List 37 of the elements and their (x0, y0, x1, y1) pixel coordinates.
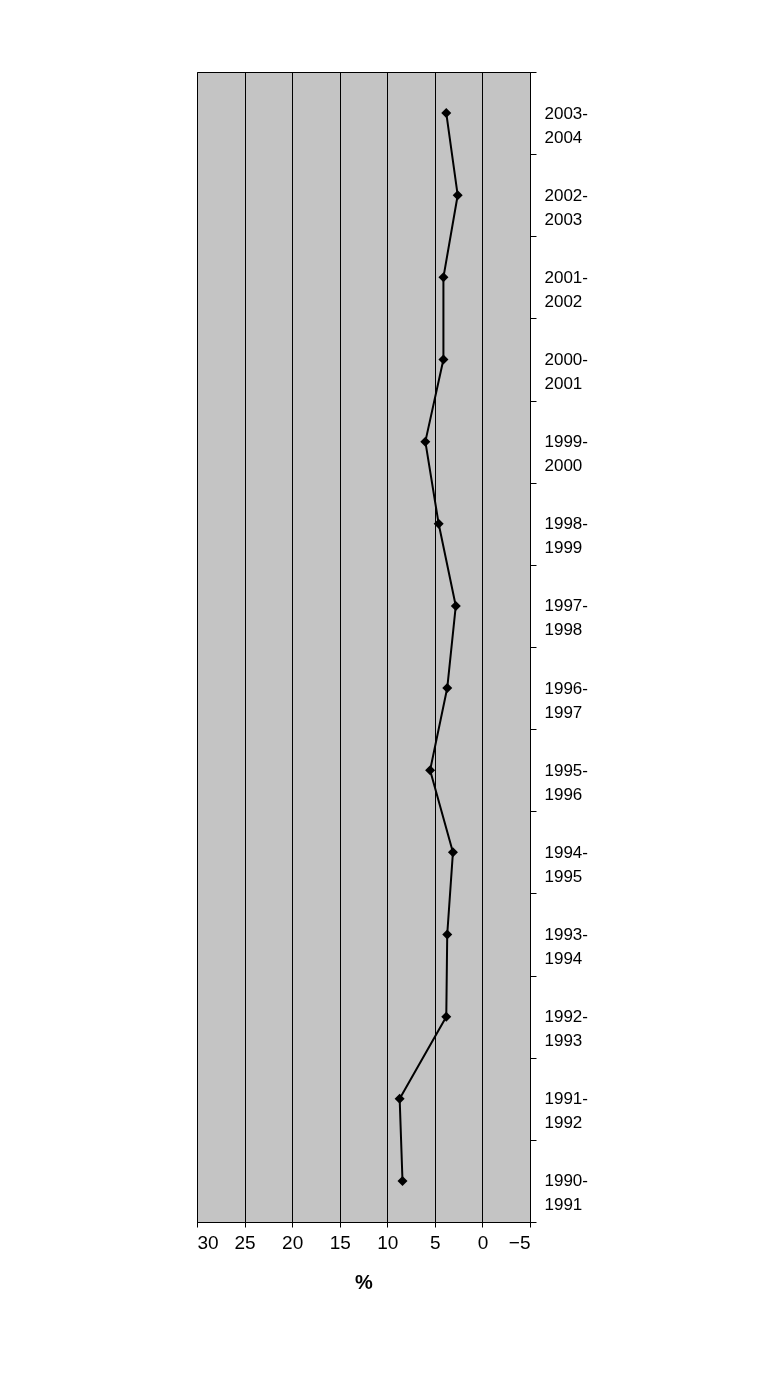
y-tick-label: 2000-2001 (544, 350, 588, 393)
x-tick-label: 30 (197, 1231, 219, 1253)
x-tick-label: 25 (234, 1231, 256, 1253)
point (397, 1175, 408, 1186)
y-tick-label: 1992-1993 (544, 1007, 588, 1051)
y-tick-label: 2001-2002 (544, 267, 588, 311)
point (441, 1011, 452, 1022)
point (438, 272, 449, 283)
point (441, 108, 452, 119)
point (425, 765, 436, 776)
x-tick-label: 0 (477, 1231, 489, 1253)
y-tick-label: 1991-1992 (544, 1089, 588, 1133)
point (452, 190, 463, 201)
point (442, 683, 453, 694)
x-tick-label: 5 (430, 1231, 441, 1253)
point (450, 600, 461, 611)
point (438, 354, 449, 365)
x-tick-label: 15 (329, 1231, 351, 1253)
y-tick-label: 1990-1991 (544, 1171, 588, 1215)
y-tick-label: 2003-2004 (544, 103, 588, 147)
y-tick-label: 1999-2000 (544, 432, 588, 476)
x-tick-label: 20 (282, 1231, 304, 1253)
x-axis-title: % (355, 1270, 374, 1293)
x-tick-label: −5 (508, 1231, 531, 1253)
y-tick-label: 1994-1995 (544, 842, 588, 886)
y-tick-label: 1996-1997 (544, 678, 588, 722)
y-tick-label: 1995-1996 (544, 760, 588, 804)
point (442, 929, 453, 940)
point (433, 518, 444, 529)
x-tick-label: 10 (377, 1231, 399, 1253)
y-tick-label: 1997-1998 (544, 596, 588, 640)
point (447, 847, 458, 858)
point (420, 436, 431, 447)
y-tick-label: 1993-1994 (544, 925, 588, 968)
point (394, 1093, 405, 1104)
y-tick-label: 1998-1999 (544, 514, 588, 558)
y-tick-label: 2002-2003 (544, 185, 588, 229)
